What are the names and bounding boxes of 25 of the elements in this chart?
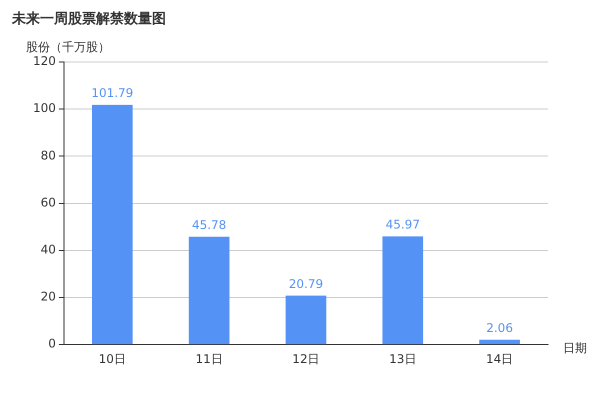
x-tick-label: 10日 — [98, 352, 126, 366]
bar — [286, 296, 326, 344]
y-tick-label: 100 — [33, 101, 56, 116]
x-axis-title: 日期 — [563, 340, 587, 357]
x-tick-label: 14日 — [486, 352, 514, 366]
data-label: 20.79 — [288, 276, 324, 291]
y-tick-label: 0 — [48, 336, 56, 351]
y-tick-label: 40 — [40, 242, 56, 257]
y-tick-label: 60 — [40, 195, 56, 210]
y-tick-label: 120 — [33, 54, 56, 68]
x-tick-label: 12日 — [292, 352, 320, 366]
y-tick-label: 80 — [40, 148, 56, 162]
data-label: 45.78 — [192, 218, 226, 232]
bar — [479, 340, 520, 344]
chart-title: 未来一周股票解禁数量图 — [12, 10, 166, 28]
bar — [92, 104, 133, 344]
bar — [382, 236, 424, 344]
data-label: 45.97 — [386, 217, 420, 232]
data-label: 101.79 — [91, 86, 134, 100]
y-axis-title: 股份（千万股） — [26, 39, 110, 56]
y-tick-label: 20 — [40, 290, 56, 304]
x-tick-label: 13日 — [389, 352, 416, 366]
bar — [188, 236, 230, 344]
x-tick-label: 11日 — [195, 352, 223, 366]
data-label: 2.06 — [486, 320, 513, 335]
